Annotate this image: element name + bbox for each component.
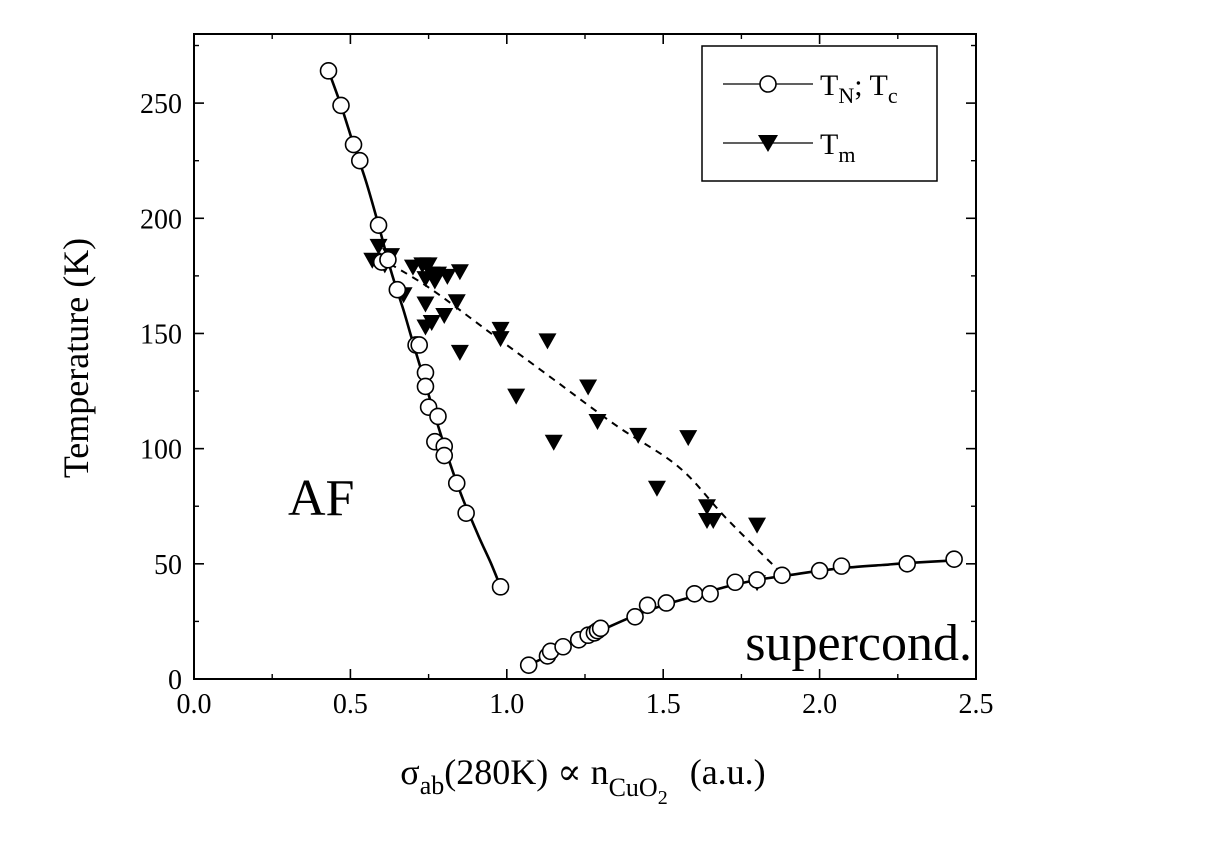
legend-label-tn-tc: TN; Tc — [820, 69, 898, 108]
tm-point — [647, 480, 666, 497]
y-tick-label: 150 — [140, 319, 182, 350]
tn-tc-point — [685, 584, 704, 603]
tm-point — [679, 430, 698, 447]
tm-guide-curve — [378, 256, 780, 572]
tm-point — [629, 427, 648, 444]
tm-point — [588, 414, 607, 430]
x-tick-label: 0.0 — [177, 689, 212, 720]
tm-point — [419, 257, 438, 274]
x-tick-label: 1.5 — [646, 689, 681, 720]
tn-tc-point — [332, 96, 350, 115]
tm-point — [438, 268, 457, 285]
annotation-supercond: supercond. — [745, 615, 972, 672]
tn-tc-point — [638, 596, 657, 615]
tn-tc-point — [626, 608, 644, 626]
x-axis-title: σab(280K) ∝ nCuO2 (a.u.) — [400, 752, 765, 809]
tm-point — [416, 296, 435, 313]
tm-point — [422, 314, 441, 331]
legend-tn-sub: N — [838, 83, 854, 108]
tm-point — [748, 517, 767, 534]
tn-tc-point — [344, 135, 363, 154]
tn-tc-point — [554, 637, 572, 656]
tn-tc-point — [726, 573, 744, 592]
legend-marker-open-circle — [759, 75, 777, 93]
tn-tc-point — [519, 656, 538, 674]
legend-marker-filled-triangle — [758, 135, 778, 152]
legend-label-tm: Tm — [820, 128, 855, 167]
axis-ticks — [193, 34, 977, 680]
tn-tc-point — [810, 561, 829, 580]
tm-point — [491, 331, 510, 348]
tm-point — [538, 333, 557, 350]
tn-tc-point — [701, 584, 719, 603]
tn-tc-point — [945, 550, 963, 569]
x-title-unit: (a.u.) — [690, 752, 766, 792]
x-tick-label: 2.0 — [802, 689, 837, 720]
tm-point — [544, 434, 563, 451]
tm-point — [435, 308, 454, 325]
tm-point — [450, 264, 469, 281]
x-title-n-subsub: 2 — [658, 787, 668, 809]
tn-tc-point — [369, 216, 388, 234]
y-tick-labels: 0 50 100 150 200 250 — [140, 89, 182, 696]
tm-point — [447, 294, 466, 311]
tn-tc-point — [416, 377, 435, 396]
annotation-af: AF — [288, 470, 354, 527]
tn-tc-point — [350, 151, 369, 170]
tm-point — [697, 499, 716, 516]
legend-tm-sub: m — [838, 142, 855, 167]
tn-tc-point — [591, 619, 610, 638]
tn-tc-point — [832, 557, 851, 575]
x-title-sigma-sub: ab — [420, 771, 445, 800]
legend-tm-main: T — [820, 128, 838, 161]
tn-tc-point — [748, 571, 766, 589]
legend-tn-mid: ; T — [854, 69, 888, 102]
tn-tc-point — [319, 62, 338, 80]
x-tick-label: 2.5 — [959, 689, 994, 720]
x-tick-label: 0.5 — [333, 689, 368, 720]
tn-tc-point — [435, 446, 454, 465]
y-tick-label: 0 — [168, 665, 182, 696]
tn-tc-point — [773, 566, 791, 585]
x-title-n-sub: CuO — [609, 773, 658, 802]
tn-tc-point — [388, 280, 407, 299]
x-title-sigma: σ — [400, 752, 419, 792]
y-tick-label: 250 — [140, 89, 182, 120]
x-title-paren: (280K) ∝ n — [444, 752, 608, 792]
legend: TN; Tc Tm — [701, 45, 938, 182]
legend-tn-main: T — [820, 69, 838, 102]
tn-tc-point — [898, 555, 916, 573]
tm-point — [704, 513, 723, 530]
tm-point — [369, 238, 388, 255]
tn-tc-point — [410, 336, 429, 354]
y-tick-label: 100 — [140, 435, 182, 466]
tn-tc-point — [447, 474, 466, 492]
tn-tc-point — [457, 504, 475, 522]
y-tick-label: 50 — [154, 550, 182, 581]
y-tick-label: 200 — [140, 204, 182, 235]
data-points — [319, 62, 963, 674]
x-tick-label: 1.0 — [489, 689, 524, 720]
legend-box — [701, 45, 938, 182]
tn-tc-point — [657, 594, 676, 612]
tn-tc-point — [429, 407, 447, 426]
tn-tc-point — [491, 578, 510, 596]
x-tick-labels: 0.0 0.5 1.0 1.5 2.0 2.5 — [177, 689, 994, 720]
tm-point — [450, 344, 469, 361]
tn-tc-point — [379, 250, 397, 269]
y-axis-title: Temperature (K) — [56, 238, 96, 478]
legend-tc-sub: c — [888, 83, 898, 108]
tm-point — [507, 388, 526, 405]
tm-point — [579, 379, 598, 396]
tm-point — [491, 321, 510, 338]
